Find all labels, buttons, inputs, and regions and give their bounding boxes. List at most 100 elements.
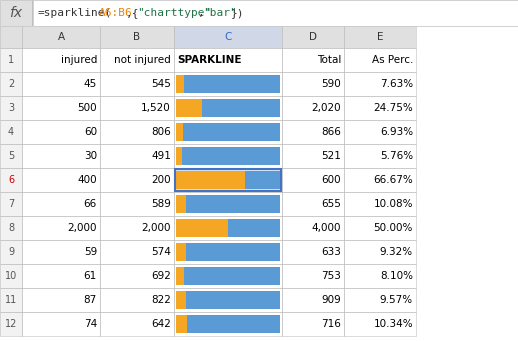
Bar bbox=[174, 96, 282, 120]
Bar bbox=[100, 120, 174, 144]
Text: 12: 12 bbox=[5, 319, 17, 329]
Text: 24.75%: 24.75% bbox=[373, 103, 413, 113]
Text: "bar": "bar" bbox=[203, 8, 237, 18]
Text: 10: 10 bbox=[5, 271, 17, 281]
Bar bbox=[176, 123, 183, 140]
Text: 87: 87 bbox=[84, 295, 97, 305]
Bar bbox=[174, 72, 282, 96]
Text: 589: 589 bbox=[151, 199, 171, 209]
Bar bbox=[176, 219, 228, 237]
Bar bbox=[0, 312, 22, 336]
Bar bbox=[176, 243, 185, 261]
Text: 45: 45 bbox=[84, 79, 97, 89]
Bar bbox=[174, 144, 282, 168]
Bar bbox=[174, 192, 282, 216]
Bar bbox=[344, 72, 416, 96]
Bar bbox=[0, 168, 22, 192]
Text: 74: 74 bbox=[84, 319, 97, 329]
Bar bbox=[100, 48, 174, 72]
Bar bbox=[100, 192, 174, 216]
Bar bbox=[33, 0, 518, 26]
Bar bbox=[0, 168, 22, 192]
Text: 4: 4 bbox=[8, 127, 14, 137]
Bar bbox=[344, 168, 416, 192]
Bar bbox=[185, 243, 280, 261]
Bar bbox=[228, 219, 280, 237]
Bar bbox=[176, 99, 202, 117]
Bar bbox=[0, 288, 22, 312]
Bar bbox=[282, 26, 344, 48]
Text: 9.57%: 9.57% bbox=[380, 295, 413, 305]
Text: Total: Total bbox=[316, 55, 341, 65]
Text: 8: 8 bbox=[8, 223, 14, 233]
Bar bbox=[0, 0, 32, 26]
Text: A: A bbox=[57, 32, 65, 42]
Bar bbox=[282, 48, 344, 72]
Text: 10.34%: 10.34% bbox=[373, 319, 413, 329]
Bar bbox=[22, 48, 100, 72]
Bar bbox=[344, 96, 416, 120]
Bar bbox=[282, 264, 344, 288]
Bar bbox=[22, 312, 100, 336]
Text: 3: 3 bbox=[8, 103, 14, 113]
Bar bbox=[176, 147, 182, 165]
Bar bbox=[174, 312, 282, 336]
Text: 5.76%: 5.76% bbox=[380, 151, 413, 161]
Text: 4,000: 4,000 bbox=[311, 223, 341, 233]
Text: 545: 545 bbox=[151, 79, 171, 89]
Bar bbox=[174, 240, 282, 264]
Bar bbox=[0, 144, 22, 168]
Bar bbox=[186, 291, 280, 309]
Bar bbox=[0, 26, 22, 48]
Bar bbox=[176, 291, 186, 309]
Text: 2,000: 2,000 bbox=[67, 223, 97, 233]
Bar bbox=[282, 312, 344, 336]
Bar bbox=[183, 123, 280, 140]
Text: 6.93%: 6.93% bbox=[380, 127, 413, 137]
Bar bbox=[0, 312, 22, 336]
Text: 642: 642 bbox=[151, 319, 171, 329]
Bar bbox=[0, 26, 22, 48]
Bar bbox=[344, 144, 416, 168]
Bar bbox=[176, 75, 184, 93]
Bar bbox=[22, 120, 100, 144]
Text: }): }) bbox=[231, 8, 244, 18]
Text: 61: 61 bbox=[84, 271, 97, 281]
Text: 500: 500 bbox=[77, 103, 97, 113]
Bar bbox=[246, 172, 280, 189]
Bar bbox=[32, 0, 33, 26]
Bar bbox=[344, 216, 416, 240]
Bar bbox=[22, 96, 100, 120]
Text: A6:B6: A6:B6 bbox=[98, 8, 132, 18]
Bar bbox=[174, 216, 282, 240]
Bar bbox=[174, 264, 282, 288]
Bar bbox=[174, 72, 282, 96]
Text: 400: 400 bbox=[77, 175, 97, 185]
Text: 5: 5 bbox=[8, 151, 14, 161]
Bar bbox=[22, 26, 100, 48]
Bar bbox=[0, 264, 22, 288]
Bar bbox=[344, 312, 416, 336]
Bar bbox=[282, 144, 344, 168]
Bar bbox=[174, 264, 282, 288]
Text: 8.10%: 8.10% bbox=[380, 271, 413, 281]
Bar bbox=[186, 195, 280, 213]
Bar bbox=[344, 288, 416, 312]
Text: 633: 633 bbox=[321, 247, 341, 257]
Bar bbox=[100, 26, 174, 48]
Bar bbox=[174, 48, 282, 72]
Bar bbox=[22, 168, 100, 192]
Bar bbox=[0, 48, 22, 72]
Text: 9: 9 bbox=[8, 247, 14, 257]
Bar bbox=[282, 216, 344, 240]
Text: ,{: ,{ bbox=[126, 8, 139, 18]
Bar bbox=[174, 168, 282, 192]
Bar bbox=[0, 240, 22, 264]
Text: 716: 716 bbox=[321, 319, 341, 329]
Text: 655: 655 bbox=[321, 199, 341, 209]
Text: C: C bbox=[224, 32, 232, 42]
Text: 491: 491 bbox=[151, 151, 171, 161]
Text: 66: 66 bbox=[84, 199, 97, 209]
Bar bbox=[22, 26, 100, 48]
Bar bbox=[22, 240, 100, 264]
